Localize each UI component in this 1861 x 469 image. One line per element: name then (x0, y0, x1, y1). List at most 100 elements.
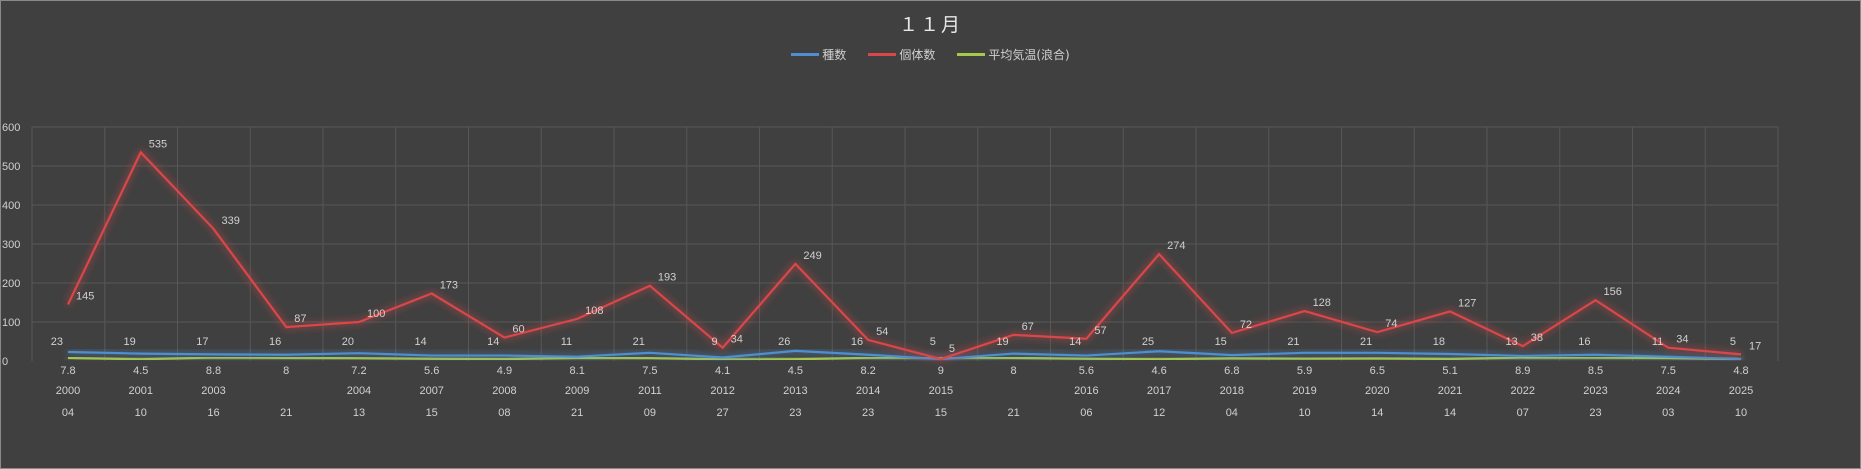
x-tick-day: 09 (644, 407, 656, 419)
data-label-species: 17 (196, 336, 208, 348)
x-tick-day: 10 (135, 407, 147, 419)
data-label-species: 18 (1433, 336, 1445, 348)
data-label-species: 26 (778, 336, 790, 348)
x-tick-year: 2000 (56, 385, 80, 397)
x-tick-day: 04 (62, 407, 74, 419)
data-label-temperature: 4.1 (715, 365, 730, 377)
x-tick-year: 2015 (929, 385, 953, 397)
data-label-individuals: 5 (949, 343, 955, 355)
series-line-0 (67, 349, 1742, 361)
x-tick-day: 07 (1517, 407, 1529, 419)
data-label-temperature: 4.8 (1733, 365, 1748, 377)
x-tick-year: 2019 (1292, 385, 1316, 397)
data-label-species: 14 (414, 336, 426, 348)
data-label-individuals: 74 (1385, 318, 1397, 330)
x-tick-day: 23 (1589, 407, 1601, 419)
data-label-temperature: 8.8 (206, 365, 221, 377)
x-tick-year: 2009 (565, 385, 589, 397)
x-tick-year: 2008 (492, 385, 516, 397)
data-label-temperature: 5.6 (1079, 365, 1094, 377)
data-label-individuals: 72 (1240, 319, 1252, 331)
data-label-temperature: 9 (938, 365, 944, 377)
data-label-temperature: 4.5 (133, 365, 148, 377)
x-tick-day: 21 (1007, 407, 1019, 419)
x-tick-year: 2024 (1656, 385, 1680, 397)
x-tick-day: 08 (498, 407, 510, 419)
x-tick-year: 2011 (638, 385, 662, 397)
chart-title: １１月 (898, 14, 962, 36)
y-tick-label: 100 (2, 317, 20, 329)
data-label-temperature: 7.2 (351, 365, 366, 377)
data-label-individuals: 34 (731, 334, 743, 346)
legend-item-individuals[interactable]: 個体数 (868, 46, 935, 63)
data-label-individuals: 87 (294, 313, 306, 325)
data-label-species: 23 (51, 336, 63, 348)
data-label-species: 21 (1287, 336, 1299, 348)
x-tick-year: 2023 (1583, 385, 1607, 397)
x-tick-year: 2012 (710, 385, 734, 397)
data-label-species: 15 (1215, 336, 1227, 348)
x-tick-day: 23 (862, 407, 874, 419)
x-tick-day: 27 (717, 407, 729, 419)
legend-item-species[interactable]: 種数 (791, 46, 846, 63)
x-tick-year: 2018 (1220, 385, 1244, 397)
data-label-species: 16 (851, 336, 863, 348)
legend-label: 種数 (822, 48, 847, 62)
data-label-species: 20 (342, 336, 354, 348)
data-label-individuals: 67 (1022, 321, 1034, 333)
data-label-individuals: 145 (76, 290, 94, 302)
data-label-temperature: 8.9 (1515, 365, 1530, 377)
x-tick-year: 2003 (201, 385, 225, 397)
x-tick-day: 16 (207, 407, 219, 419)
data-label-temperature: 8.5 (1588, 365, 1603, 377)
x-tick-day: 10 (1735, 407, 1747, 419)
x-tick-year: 2013 (783, 385, 807, 397)
legend-label: 個体数 (899, 48, 936, 62)
data-label-temperature: 6.5 (1370, 365, 1385, 377)
data-label-temperature: 7.5 (1661, 365, 1676, 377)
x-tick-day: 03 (1662, 407, 1674, 419)
x-tick-year: 2014 (856, 385, 880, 397)
data-label-individuals: 249 (803, 250, 821, 262)
legend-label: 平均気温(浪合) (988, 48, 1070, 62)
data-label-individuals: 60 (512, 324, 524, 336)
x-tick-year: 2016 (1074, 385, 1098, 397)
x-tick-day: 12 (1153, 407, 1165, 419)
x-tick-year: 2017 (1147, 385, 1171, 397)
x-tick-year: 2022 (1511, 385, 1535, 397)
x-tick-year: 2007 (419, 385, 443, 397)
data-label-temperature: 4.9 (497, 365, 512, 377)
legend-item-temperature[interactable]: 平均気温(浪合) (957, 46, 1070, 63)
data-label-individuals: 34 (1676, 334, 1688, 346)
y-tick-label: 500 (2, 161, 20, 173)
y-tick-label: 400 (2, 200, 20, 212)
x-tick-day: 15 (935, 407, 947, 419)
data-label-individuals: 339 (221, 215, 239, 227)
data-label-temperature: 8 (1011, 365, 1017, 377)
legend-swatch (791, 53, 820, 56)
data-label-temperature: 8 (283, 365, 289, 377)
x-tick-day: 14 (1371, 407, 1383, 419)
data-label-temperature: 6.8 (1224, 365, 1239, 377)
x-tick-day: 21 (571, 407, 583, 419)
data-label-species: 5 (930, 336, 936, 348)
x-tick-year: 2021 (1438, 385, 1462, 397)
data-label-species: 9 (712, 336, 718, 348)
data-label-temperature: 5.1 (1442, 365, 1457, 377)
data-label-individuals: 108 (585, 305, 603, 317)
y-tick-label: 600 (2, 122, 20, 134)
x-tick-day: 13 (353, 407, 365, 419)
legend-swatch (957, 53, 986, 56)
data-label-species: 16 (269, 336, 281, 348)
y-tick-label: 0 (2, 356, 8, 368)
data-label-species: 13 (1506, 336, 1518, 348)
data-label-individuals: 128 (1313, 297, 1331, 309)
legend-swatch (868, 53, 897, 56)
data-label-individuals: 127 (1458, 297, 1476, 309)
data-label-individuals: 173 (440, 280, 458, 292)
data-label-species: 11 (561, 336, 572, 348)
data-label-temperature: 4.5 (788, 365, 803, 377)
x-tick-day: 15 (426, 407, 438, 419)
